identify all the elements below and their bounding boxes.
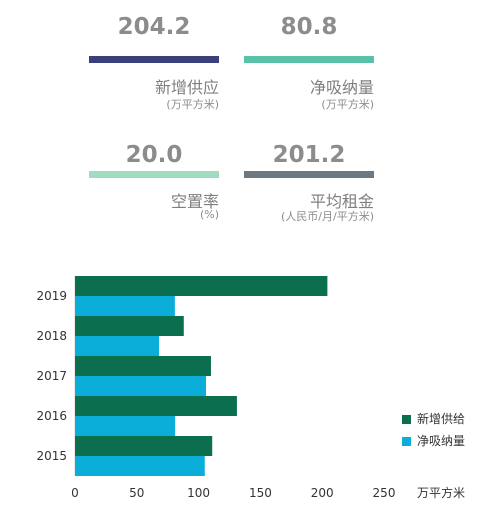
y-tick-label: 2019 bbox=[36, 289, 67, 303]
kpi-label: 空置率 bbox=[170, 192, 219, 211]
kpi-label: 净吸纳量 bbox=[309, 78, 374, 97]
legend-label: 净吸纳量 bbox=[417, 434, 466, 448]
kpi-average-rent: 201.2 平均租金 (人民币/月/平方米) bbox=[244, 142, 374, 242]
x-axis-label: 万平方米 bbox=[417, 485, 465, 500]
legend-item-series-1: 净吸纳量 bbox=[402, 432, 465, 449]
kpi-label: 平均租金 bbox=[309, 192, 374, 211]
x-tick-label: 200 bbox=[311, 486, 334, 500]
kpi-unit: (万平方米) bbox=[321, 98, 374, 111]
x-tick-label: 0 bbox=[71, 486, 79, 500]
kpi-net-absorption: 80.8 净吸纳量 (万平方米) bbox=[244, 14, 374, 114]
legend-item-series-0: 新增供给 bbox=[402, 410, 465, 427]
bar-2015-series-1 bbox=[75, 456, 205, 476]
bar-2019-series-1 bbox=[75, 296, 175, 316]
x-tick-label: 50 bbox=[129, 486, 144, 500]
kpi-new-supply: 204.2 新增供应 (万平方米) bbox=[89, 14, 219, 114]
kpi-color-bar bbox=[244, 171, 374, 178]
kpi-label: 新增供应 bbox=[154, 78, 219, 97]
bar-2018-series-0 bbox=[75, 316, 184, 336]
kpi-unit: (人民币/月/平方米) bbox=[281, 210, 374, 223]
legend-label: 新增供给 bbox=[417, 412, 466, 426]
bar-2015-series-0 bbox=[75, 436, 213, 456]
x-tick-label: 150 bbox=[249, 486, 272, 500]
kpi-unit: (万平方米) bbox=[166, 98, 219, 111]
bar-2016-series-0 bbox=[75, 396, 237, 416]
legend-swatch bbox=[402, 437, 411, 446]
bar-2016-series-1 bbox=[75, 416, 176, 436]
x-tick-label: 100 bbox=[187, 486, 210, 500]
kpi-value: 201.2 bbox=[272, 142, 346, 168]
bar-2017-series-1 bbox=[75, 376, 207, 396]
y-tick-label: 2016 bbox=[36, 409, 67, 423]
bar-2017-series-0 bbox=[75, 356, 211, 376]
y-tick-label: 2017 bbox=[36, 369, 67, 383]
kpi-value: 80.8 bbox=[280, 14, 338, 40]
bar-2018-series-1 bbox=[75, 336, 160, 356]
kpi-color-bar bbox=[89, 56, 219, 63]
kpi-color-bar bbox=[89, 171, 219, 178]
y-tick-label: 2015 bbox=[36, 449, 67, 463]
bar-2019-series-0 bbox=[75, 276, 328, 296]
kpi-value: 20.0 bbox=[125, 142, 183, 168]
y-tick-label: 2018 bbox=[36, 329, 67, 343]
kpi-vacancy-rate: 20.0 空置率 (%) bbox=[89, 142, 219, 242]
kpi-color-bar bbox=[244, 56, 374, 63]
legend-swatch bbox=[402, 415, 411, 424]
x-tick-label: 250 bbox=[373, 486, 396, 500]
kpi-unit: (%) bbox=[199, 208, 219, 221]
kpi-value: 204.2 bbox=[117, 14, 191, 40]
